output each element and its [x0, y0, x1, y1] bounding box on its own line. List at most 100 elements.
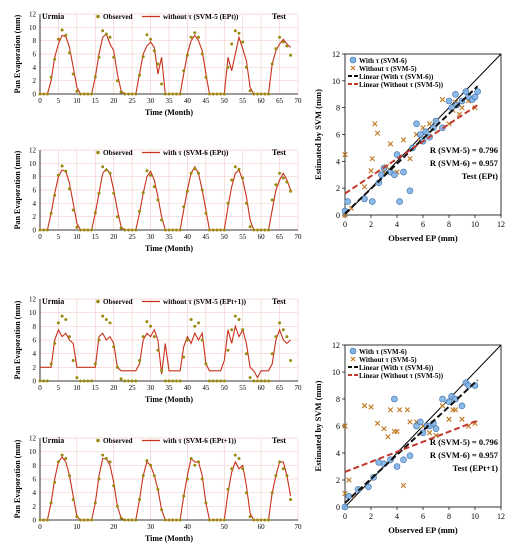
observed-point: [53, 193, 57, 197]
observed-point: [281, 467, 285, 471]
observed-point: [156, 348, 160, 352]
observed-point: [163, 228, 167, 232]
with-tau-point: [471, 93, 479, 101]
observed-point: [104, 318, 108, 321]
observed-point: [160, 508, 164, 512]
svm-series-line: [40, 456, 292, 521]
observed-point: [222, 228, 226, 232]
observed-point: [281, 176, 285, 180]
observed-point: [244, 65, 248, 69]
observed-point: [108, 321, 112, 325]
observed-point: [182, 355, 186, 359]
observed-point: [185, 338, 189, 342]
observed-point: [204, 75, 208, 79]
x-axis-label: Observed EP (mm): [388, 233, 458, 243]
with-tau-point: [413, 120, 420, 128]
annotation-r-svm6: R (SVM-6) = 0.957: [430, 158, 499, 168]
observed-point: [45, 92, 49, 96]
observed-point: [215, 228, 219, 232]
observed-point: [93, 211, 97, 215]
observed-point: [259, 518, 263, 522]
observed-point: [289, 53, 293, 57]
observed-point: [189, 171, 193, 175]
observed-point: [185, 477, 189, 481]
y-tick-label: 8: [33, 462, 37, 470]
observed-point: [130, 92, 134, 96]
with-tau-point: [439, 395, 446, 403]
timeseries-chart-4: 0 2 4 6 8 10 12 0 10 20 30 40 50 60 70 Time (Month) Pan …: [13, 435, 302, 544]
observed-point: [256, 379, 259, 383]
observed-point: [219, 92, 223, 96]
x-tick-label: 45: [202, 233, 210, 241]
y-tick-label: 8: [33, 37, 37, 45]
x-tick-label: 40: [184, 384, 192, 392]
y-tick-label: 2: [33, 364, 37, 372]
linear-fit-without: [344, 419, 478, 473]
annotation-r-svm5: R (SVM-5) = 0.796: [430, 437, 498, 447]
observed-point: [138, 498, 141, 501]
legend-observed-label: Observed: [103, 298, 133, 306]
x-tick-label: 60: [258, 97, 266, 105]
observed-point: [45, 228, 49, 232]
observed-point: [233, 29, 237, 33]
observed-point: [263, 92, 267, 96]
y-tick-label: 2: [336, 184, 340, 193]
observed-point: [241, 176, 245, 180]
observed-point: [267, 518, 270, 522]
without-tau-point: [426, 430, 433, 436]
observed-point: [90, 228, 94, 232]
observed-point: [38, 92, 42, 96]
y-tick-label: 10: [29, 24, 37, 32]
observed-point: [141, 474, 145, 478]
observed-point: [145, 320, 149, 324]
observed-point: [152, 49, 156, 53]
x-tick-label: 70: [295, 97, 303, 105]
observed-point: [163, 92, 167, 96]
observed-point: [189, 318, 193, 321]
y-tick-label: 10: [332, 77, 340, 86]
station-label: Urmia: [42, 297, 64, 306]
observed-point: [112, 55, 116, 59]
y-axis-label: Pan Evaporation (mm): [13, 150, 22, 229]
observed-point: [208, 92, 211, 96]
x-tick-label: 65: [276, 233, 284, 241]
observed-point: [197, 460, 200, 464]
observed-point: [49, 211, 53, 215]
observed-point: [219, 228, 223, 232]
x-tick-label: 15: [92, 97, 100, 105]
observed-point: [38, 228, 42, 232]
scatter-chart-1: 0 2 4 6 8 10 12 0 2 4 6 8 10 12 Observed EP (mm) Estima…: [313, 50, 505, 243]
observed-point: [156, 487, 160, 491]
x-tick-label: 70: [295, 384, 303, 392]
without-tau-point: [439, 403, 446, 409]
with-tau-point: [345, 492, 353, 500]
observed-point: [90, 518, 94, 522]
with-tau-point: [432, 425, 440, 433]
y-axis-label: Estimated by SVM (mm): [313, 380, 323, 471]
observed-point: [230, 328, 234, 332]
x-axis-label: Observed EP (mm): [388, 525, 458, 535]
observed-point: [281, 40, 285, 44]
y-axis-label: Pan Evaporation (mm): [13, 439, 22, 518]
observed-point: [252, 379, 256, 383]
observed-point: [82, 228, 86, 232]
observed-point: [101, 314, 105, 318]
observed-point: [226, 487, 230, 491]
without-tau-point: [407, 419, 413, 425]
observed-point: [259, 228, 263, 232]
observed-point: [42, 518, 46, 522]
legend-observed-marker: [96, 14, 100, 19]
without-tau-point: [374, 130, 381, 136]
observed-point: [219, 518, 223, 522]
observed-point: [130, 228, 134, 232]
observed-point: [149, 463, 153, 467]
with-tau-point: [396, 198, 403, 205]
x-tick-label: 20: [110, 97, 118, 105]
observed-point: [182, 494, 186, 498]
x-tick-label: 55: [239, 384, 247, 392]
observed-point: [108, 171, 112, 175]
observed-point: [285, 180, 289, 184]
observed-point: [79, 92, 82, 96]
y-tick-label: 8: [336, 104, 340, 113]
observed-point: [97, 477, 101, 481]
